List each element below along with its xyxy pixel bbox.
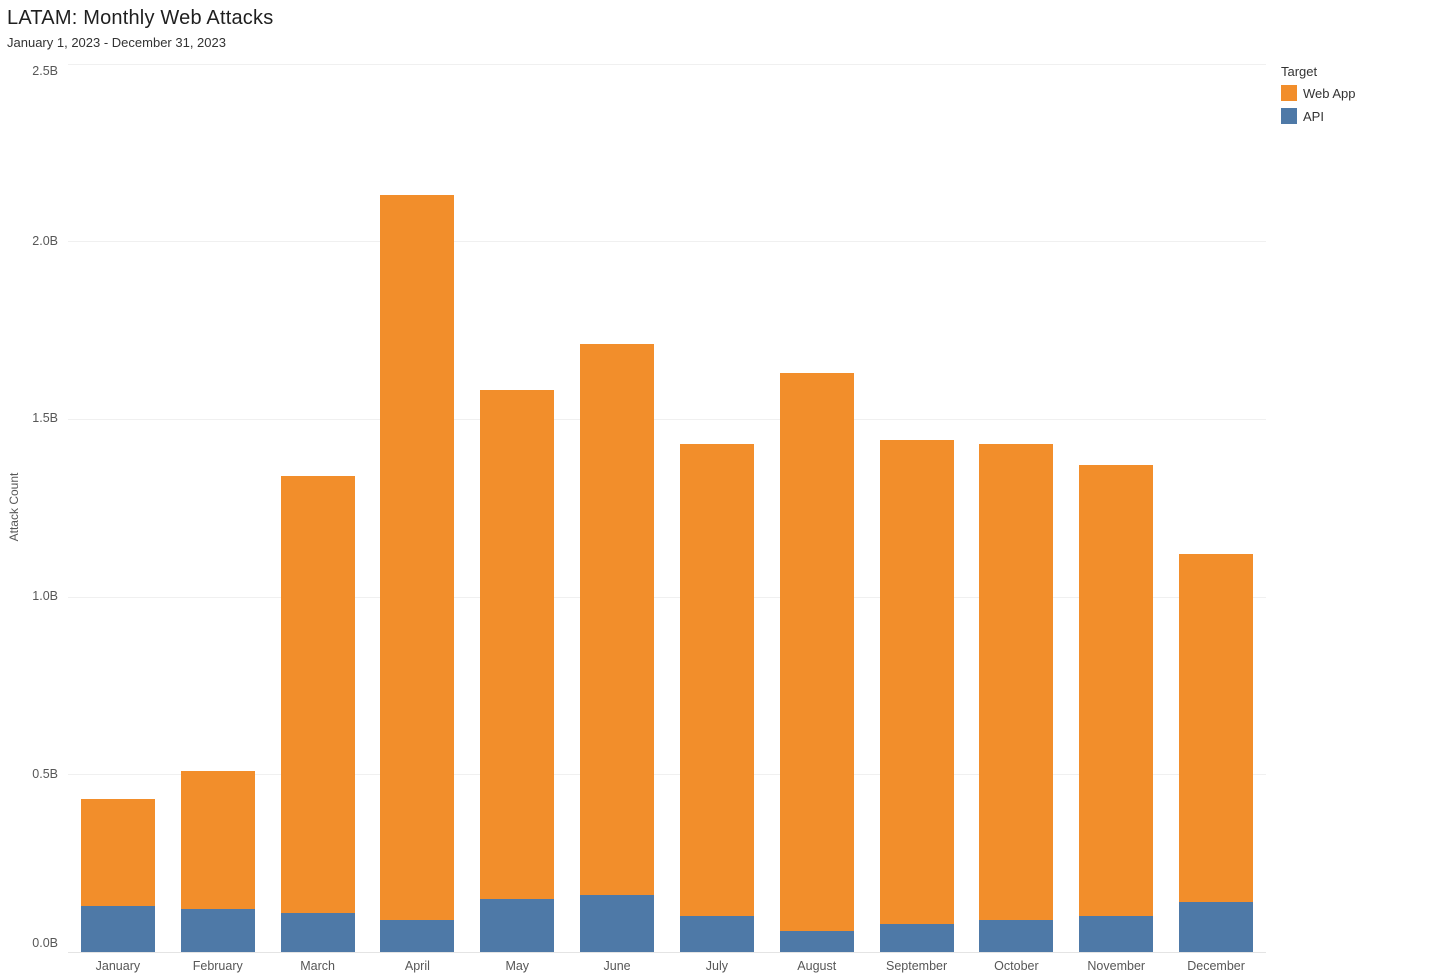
legend-label-api: API [1303,108,1324,124]
y-tick-label-1.0B: 1.0B [32,589,58,604]
bar-segment-web-app-may[interactable] [480,390,555,899]
legend-swatch-web-app [1281,85,1297,101]
gridline-0.5B [68,774,1266,776]
x-tick-label-april: April [404,959,430,973]
bar-segment-web-app-february[interactable] [180,770,255,910]
bar-segment-web-app-august[interactable] [779,372,854,931]
x-tick-label-june: June [603,959,631,973]
bar-segment-api-november[interactable] [1079,916,1154,952]
x-tick-label-october: October [994,959,1039,973]
x-tick-label-march: March [300,959,335,973]
legend-label-web-app: Web App [1303,85,1356,101]
bar-segment-web-app-september[interactable] [879,440,954,924]
x-tick-label-january: January [95,959,141,973]
bar-segment-api-october[interactable] [979,920,1054,952]
y-tick-label-0.5B: 0.5B [32,766,58,781]
bar-segment-api-february[interactable] [180,909,255,952]
bar-segment-web-app-july[interactable] [679,443,754,917]
gridline-0.0B [68,952,1266,953]
bar-segment-web-app-april[interactable] [380,194,455,920]
bar-segment-api-january[interactable] [80,905,155,952]
y-tick-label-0.0B: 0.0B [32,935,58,950]
y-tick-label-2.0B: 2.0B [32,233,58,248]
bar-segment-web-app-december[interactable] [1179,553,1254,903]
bar-segment-api-july[interactable] [679,916,754,952]
bar-segment-web-app-november[interactable] [1079,465,1154,917]
x-tick-label-september: September [886,959,948,973]
x-tick-label-february: February [192,959,243,973]
bar-segment-web-app-january[interactable] [80,799,155,906]
y-axis-title: Attack Count [7,472,21,542]
bar-segment-api-may[interactable] [480,898,555,952]
gridline-2.5B [68,63,1266,65]
gridline-1.5B [68,418,1266,420]
y-tick-label-2.5B: 2.5B [32,64,58,78]
gridline-2.0B [68,241,1266,243]
chart-subtitle: January 1, 2023 - December 31, 2023 [7,35,226,50]
chart-title: LATAM: Monthly Web Attacks [7,7,274,29]
bar-segment-api-december[interactable] [1179,902,1254,952]
legend: Target Web App API [1281,64,1431,131]
bar-segment-api-march[interactable] [280,912,355,952]
x-tick-label-november: November [1087,959,1146,973]
legend-title: Target [1281,64,1318,79]
x-tick-label-july: July [705,959,729,973]
bar-segment-web-app-october[interactable] [979,443,1054,920]
x-tick-label-december: December [1187,959,1245,973]
x-tick-label-august: August [797,959,837,973]
legend-item-web-app[interactable]: Web App [1281,85,1431,101]
bar-segment-api-august[interactable] [779,930,854,952]
bar-segment-web-app-march[interactable] [280,475,355,913]
x-tick-label-may: May [505,959,530,973]
bar-segment-api-april[interactable] [380,920,455,952]
bar-segment-api-september[interactable] [879,923,954,952]
y-tick-label-1.5B: 1.5B [32,411,58,426]
legend-swatch-api [1281,108,1297,124]
gridline-1.0B [68,596,1266,598]
bar-segment-api-june[interactable] [580,895,655,952]
legend-item-api[interactable]: API [1281,108,1431,124]
bar-segment-web-app-june[interactable] [580,344,655,896]
